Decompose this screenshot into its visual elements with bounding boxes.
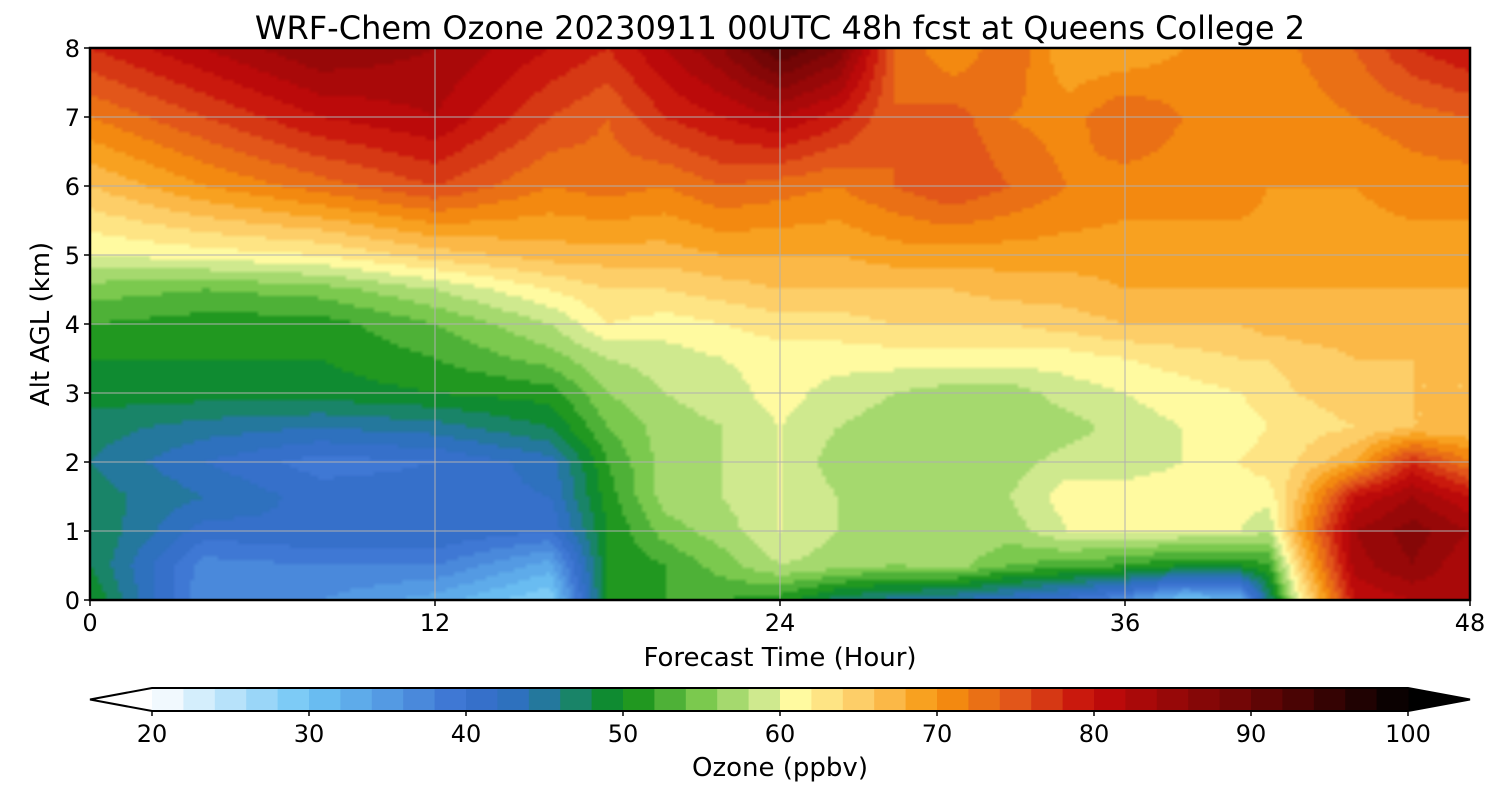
colorbar-swatch bbox=[246, 688, 279, 711]
colorbar-label: Ozone (ppbv) bbox=[692, 753, 868, 783]
colorbar-swatch bbox=[1282, 688, 1315, 711]
y-axis-label: Alt AGL (km) bbox=[26, 242, 56, 406]
colorbar-swatch bbox=[1031, 688, 1064, 711]
colorbar-swatch bbox=[623, 688, 655, 711]
y-tick-label: 5 bbox=[65, 242, 80, 270]
colorbar-ticks: 20 30 40 50 60 70 80 90 100 bbox=[137, 711, 1431, 748]
x-tick-label: 12 bbox=[420, 609, 451, 637]
colorbar-swatch bbox=[1345, 688, 1378, 711]
colorbar-tick-label: 20 bbox=[137, 720, 168, 748]
colorbar-swatch bbox=[591, 688, 624, 711]
x-tick-label: 36 bbox=[1110, 609, 1141, 637]
colorbar-swatch bbox=[1251, 688, 1283, 711]
colorbar-swatch bbox=[654, 688, 687, 711]
y-tick-label: 3 bbox=[65, 380, 80, 408]
colorbar-swatch bbox=[340, 688, 373, 711]
y-tick-label: 7 bbox=[65, 104, 80, 132]
colorbar-swatch bbox=[748, 688, 781, 711]
x-tick-label: 0 bbox=[82, 609, 97, 637]
y-tick-label: 1 bbox=[65, 518, 80, 546]
y-tick-label: 2 bbox=[65, 449, 80, 477]
colorbar-swatch bbox=[214, 688, 247, 711]
colorbar-swatch bbox=[497, 688, 530, 711]
colorbar-swatch bbox=[999, 688, 1032, 711]
colorbar-swatch bbox=[1376, 688, 1409, 711]
colorbar-swatch bbox=[842, 688, 875, 711]
y-axis-ticks: 0 1 2 3 4 5 6 7 8 bbox=[65, 35, 90, 615]
colorbar-swatch bbox=[403, 688, 436, 711]
y-tick-label: 0 bbox=[65, 587, 80, 615]
colorbar-swatch bbox=[1125, 688, 1158, 711]
colorbar-swatch bbox=[905, 688, 938, 711]
colorbar-swatch bbox=[434, 688, 467, 711]
colorbar-swatch bbox=[1062, 688, 1095, 711]
colorbar-max-extend bbox=[1408, 688, 1470, 711]
colorbar-swatch bbox=[874, 688, 907, 711]
colorbar-swatch bbox=[277, 688, 310, 711]
colorbar-swatch bbox=[371, 688, 404, 711]
colorbar-swatch bbox=[466, 688, 498, 711]
colorbar-swatch bbox=[1156, 688, 1189, 711]
colorbar-swatch bbox=[1219, 688, 1252, 711]
colorbar-swatch bbox=[1094, 688, 1126, 711]
colorbar-swatch bbox=[183, 688, 216, 711]
colorbar-swatch bbox=[811, 688, 844, 711]
colorbar-swatch bbox=[528, 688, 561, 711]
colorbar-tick-label: 80 bbox=[1079, 720, 1110, 748]
x-axis-ticks: 0 12 24 36 48 bbox=[82, 600, 1485, 637]
colorbar-swatch bbox=[309, 688, 341, 711]
colorbar bbox=[89, 687, 1471, 712]
colorbar-min-extend bbox=[90, 688, 152, 711]
colorbar-tick-label: 30 bbox=[294, 720, 325, 748]
y-tick-label: 4 bbox=[65, 311, 80, 339]
colorbar-tick-label: 70 bbox=[922, 720, 953, 748]
x-tick-label: 48 bbox=[1455, 609, 1486, 637]
colorbar-swatch bbox=[780, 688, 812, 711]
colorbar-swatch bbox=[937, 688, 969, 711]
x-axis-label: Forecast Time (Hour) bbox=[643, 643, 916, 673]
colorbar-swatch bbox=[1313, 688, 1346, 711]
colorbar-tick-label: 40 bbox=[451, 720, 482, 748]
colorbar-tick-label: 90 bbox=[1236, 720, 1267, 748]
colorbar-swatch bbox=[1188, 688, 1221, 711]
x-tick-label: 24 bbox=[765, 609, 796, 637]
colorbar-swatch bbox=[560, 688, 593, 711]
y-tick-label: 8 bbox=[65, 35, 80, 63]
colorbar-swatch bbox=[685, 688, 718, 711]
colorbar-tick-label: 50 bbox=[608, 720, 639, 748]
y-tick-label: 6 bbox=[65, 173, 80, 201]
colorbar-tick-label: 60 bbox=[765, 720, 796, 748]
colorbar-swatch bbox=[717, 688, 750, 711]
chart-title: WRF-Chem Ozone 20230911 00UTC 48h fcst a… bbox=[255, 9, 1305, 47]
colorbar-swatch bbox=[152, 688, 184, 711]
colorbar-tick-label: 100 bbox=[1385, 720, 1431, 748]
colorbar-swatch bbox=[968, 688, 1001, 711]
